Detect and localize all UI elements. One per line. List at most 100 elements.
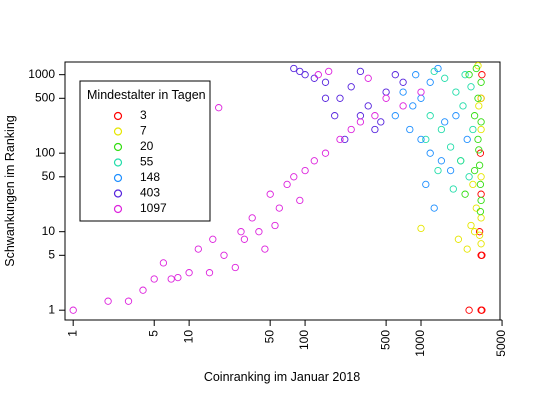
data-point [470,166,479,175]
data-point [283,180,291,189]
legend-marker [113,127,123,136]
data-point [290,64,298,73]
data-point [406,125,414,134]
legend-marker [113,189,123,198]
legend-title: Mindestalter in Tagen [87,88,206,102]
legend-marker [113,204,123,214]
legend-label: 148 [140,170,160,184]
data-point [467,221,475,230]
data-point [426,149,434,157]
data-point [417,94,425,102]
legend-label: 3 [140,108,147,122]
data-point [296,67,304,76]
data-point [477,125,485,134]
data-point [377,118,385,126]
data-point [314,71,322,79]
x-tick-label: 5000 [494,330,508,357]
data-point [441,74,449,82]
data-point [472,204,480,212]
data-point [321,149,330,157]
y-tick-label: 1 [48,302,55,316]
data-points [69,62,486,314]
legend-marker [113,111,123,121]
legend-label: 1097 [140,201,167,215]
data-point [477,196,485,205]
data-point [240,235,249,243]
data-point [452,112,460,120]
data-point [310,157,318,165]
x-tick-label: 50 [262,330,276,344]
data-point [475,146,483,154]
data-point [476,149,485,157]
data-point [430,204,438,212]
data-point [399,88,407,96]
x-tick-label: 10 [181,330,195,344]
data-point [139,286,147,294]
y-tick-label: 50 [42,169,56,183]
data-point [463,245,471,253]
data-point [465,71,473,79]
legend-label: 403 [140,186,160,200]
data-point [205,269,214,277]
data-point [209,235,217,243]
data-point [449,185,457,193]
data-point [417,88,425,96]
data-point [478,306,486,314]
data-point [441,118,449,126]
x-tick-label: 500 [378,330,392,350]
data-point [301,71,309,79]
data-point [124,297,133,305]
data-point [422,180,430,189]
data-point [426,78,434,86]
data-point [371,125,379,134]
data-point [296,196,304,205]
data-point [461,190,469,198]
data-point [347,83,355,91]
data-point [248,214,256,222]
data-point [417,224,425,233]
data-point [412,71,420,79]
x-tick-label: 1 [65,330,79,337]
data-point [457,157,465,165]
y-tick-label: 5 [48,247,55,261]
legend-label: 7 [140,124,147,138]
data-point [475,228,484,236]
data-point [275,204,283,212]
y-tick-label: 100 [35,145,55,159]
data-point [220,251,228,259]
y-axis-label: Schwankungen im Ranking [3,115,17,267]
data-point [476,207,485,216]
data-point [336,94,344,102]
data-point [474,94,482,102]
data-point [356,67,365,76]
data-point [69,306,77,314]
legend-marker [113,142,123,152]
data-point [475,102,483,110]
data-point [417,135,425,144]
data-point [477,118,485,126]
y-axis: 1 5 10 50 100 500 1000 [28,67,66,316]
data-point [321,78,330,86]
data-point [382,88,390,96]
data-point [331,112,339,120]
data-point [474,135,482,144]
data-point [434,64,442,73]
data-point [301,166,309,175]
y-tick-label: 10 [42,224,56,238]
data-point [356,118,365,126]
data-point [470,228,479,236]
data-point [426,112,434,120]
data-point [341,135,349,144]
x-axis-label: Coinranking im Januar 2018 [204,370,360,384]
legend-marker [113,158,123,167]
data-point [325,67,333,76]
data-point [469,180,477,189]
data-point [261,245,269,253]
data-point [463,135,471,144]
data-point [231,263,239,272]
data-point [364,74,372,82]
data-point [467,83,475,91]
data-point [477,214,485,222]
